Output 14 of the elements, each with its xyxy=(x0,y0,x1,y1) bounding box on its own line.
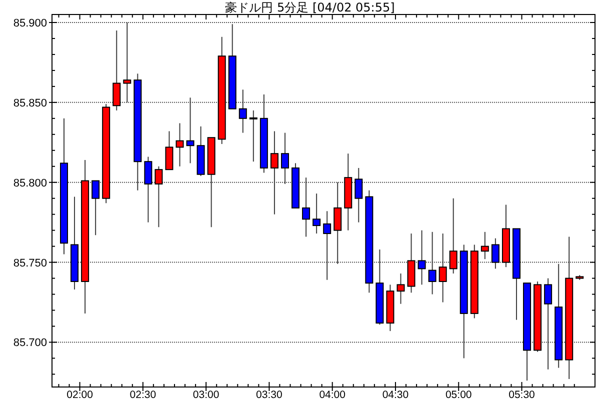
y-tick-label: 85.750 xyxy=(13,257,47,270)
y-tick-label: 85.850 xyxy=(13,97,47,110)
x-tick-label: 02:00 xyxy=(66,389,93,400)
x-tick-label: 04:30 xyxy=(382,389,409,400)
y-tick-label: 85.900 xyxy=(13,18,47,30)
y-tick-label: 85.800 xyxy=(13,177,47,190)
x-tick-label: 03:00 xyxy=(192,389,220,400)
title: 豪ドル円 5分足 [04/02 05:55] xyxy=(225,0,395,14)
x-tick-label: 05:00 xyxy=(445,389,472,400)
x-tick-label: 05:30 xyxy=(508,389,535,400)
x-tick-label: 02:30 xyxy=(130,389,156,400)
y-tick-label: 85.700 xyxy=(13,337,47,350)
x-tick-label: 03:30 xyxy=(256,389,282,400)
x-tick-label: 04:00 xyxy=(319,389,346,400)
